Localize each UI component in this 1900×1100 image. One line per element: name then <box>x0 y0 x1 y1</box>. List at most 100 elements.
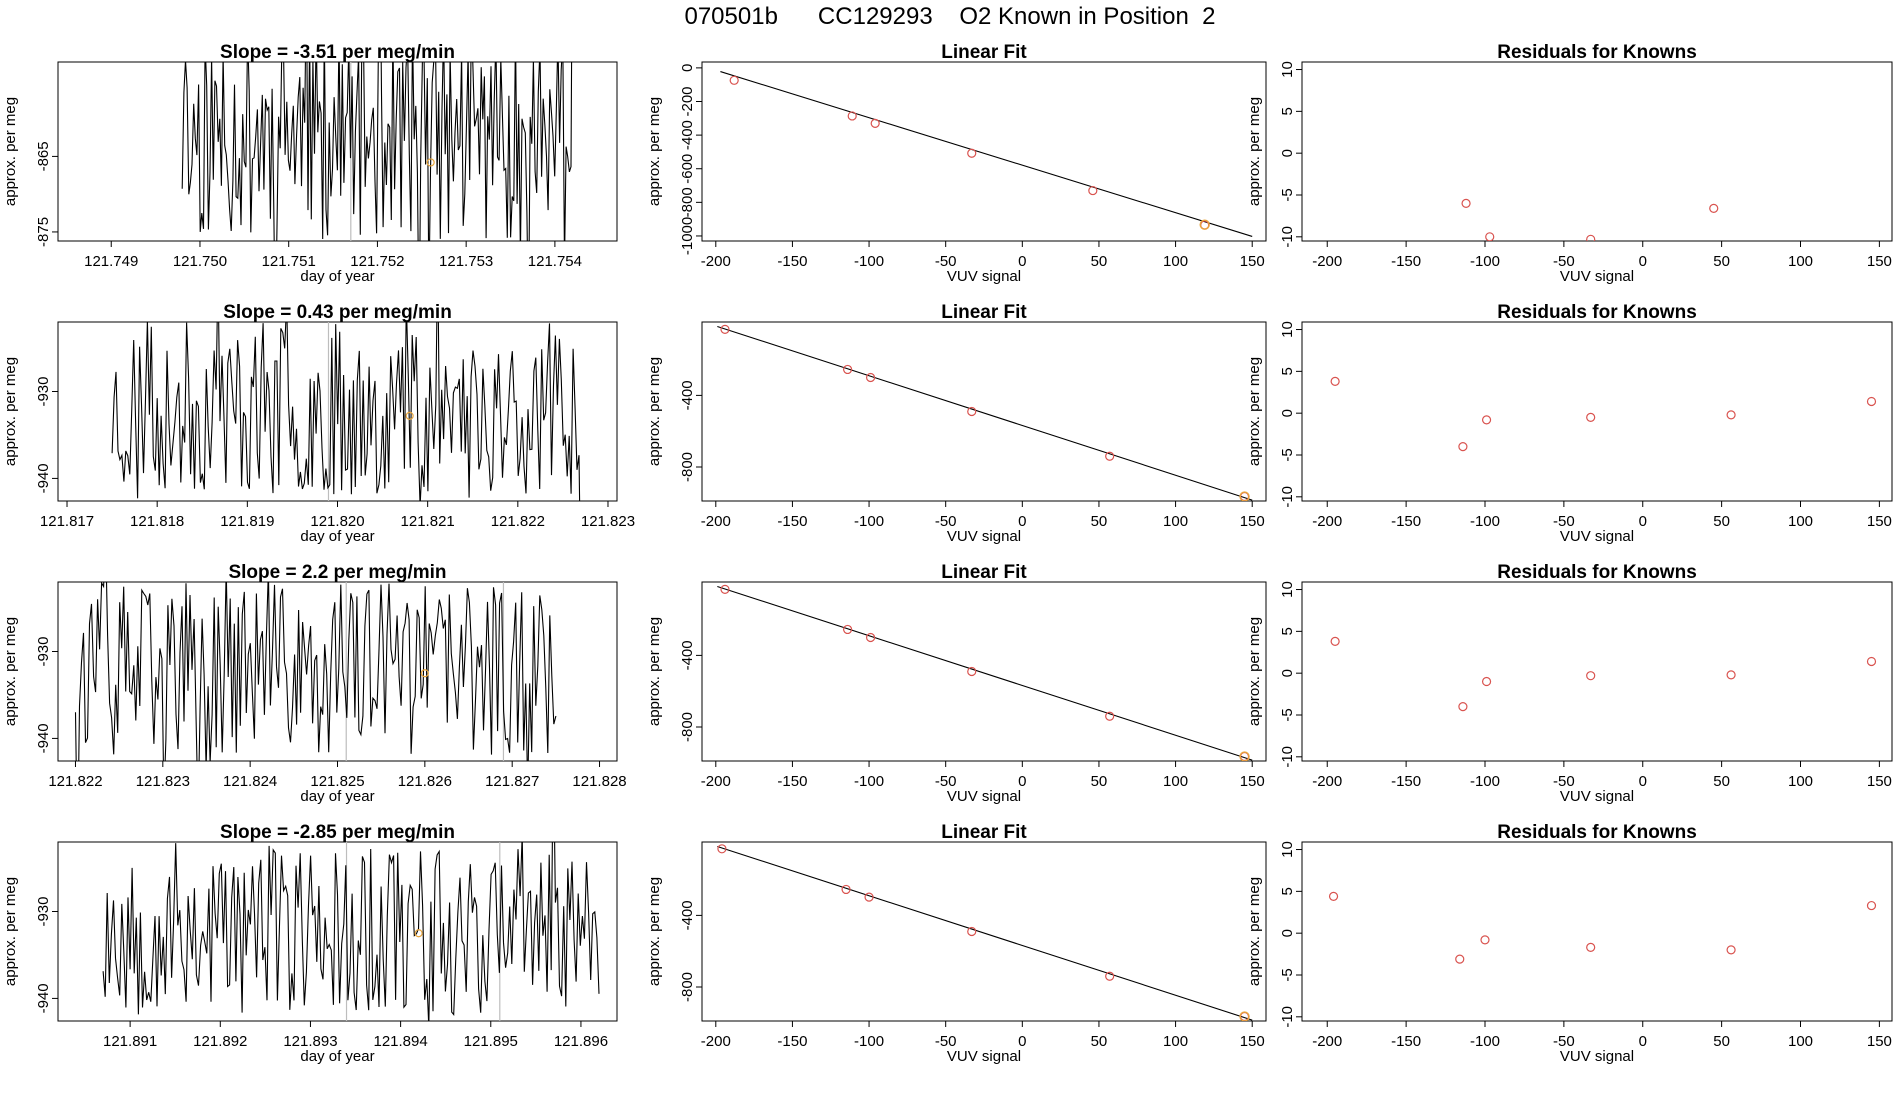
plot-area <box>181 62 573 241</box>
plot-title: Slope = 2.2 per meg/min <box>228 562 446 583</box>
plot-frame <box>701 581 1267 762</box>
y-tick-label: -400 <box>679 640 696 670</box>
x-tick-label: 100 <box>1788 513 1813 530</box>
x-axis-label: day of year <box>300 1048 374 1065</box>
highlight-point <box>1239 491 1250 501</box>
y-tick-label: -875 <box>35 217 52 247</box>
x-tick-label: 50 <box>1091 1033 1108 1050</box>
y-axis-label: approx. per meg <box>1246 877 1263 986</box>
known-point <box>729 75 739 85</box>
known-point <box>1105 711 1115 721</box>
x-tick-label: 0 <box>1018 253 1026 270</box>
x-tick-label: 121.823 <box>136 773 190 790</box>
plot-title: Slope = -2.85 per meg/min <box>220 822 455 843</box>
x-tick-label: 121.818 <box>130 513 184 530</box>
known-point <box>967 666 977 677</box>
x-tick-label: -100 <box>1470 513 1500 530</box>
plot-area <box>1330 636 1877 712</box>
x-tick-label: 0 <box>1018 513 1026 530</box>
x-tick-label: 121.749 <box>84 253 138 270</box>
x-tick-label: 150 <box>1240 253 1265 270</box>
x-axis-label: VUV signal <box>1560 528 1634 545</box>
x-tick-label: 121.751 <box>262 253 316 270</box>
x-tick-label: -200 <box>1312 253 1342 270</box>
plot-frame <box>1301 841 1893 1022</box>
plot-area <box>717 324 1253 501</box>
residual-point <box>1866 396 1877 407</box>
x-tick-label: 0 <box>1639 773 1647 790</box>
x-tick-label: 121.754 <box>528 253 582 270</box>
plot-frame <box>57 61 618 242</box>
known-point <box>841 884 851 895</box>
x-tick-label: 121.895 <box>464 1033 518 1050</box>
residual-point <box>1586 671 1596 681</box>
y-tick-label: -10 <box>1279 746 1296 768</box>
data-trace <box>102 842 600 1021</box>
y-tick-label: 5 <box>1279 627 1296 635</box>
panel-timeseries-row4: Slope = -2.85 per meg/min 121.891 121.892 1… <box>2 822 618 1065</box>
residual-point <box>1481 415 1492 425</box>
x-tick-label: -200 <box>1312 1033 1342 1050</box>
panel-linear_fit-row3: Linear Fit -200 -150 -100 -50 0 50 100 150 -400 -8… <box>646 562 1267 805</box>
x-axis-label: day of year <box>300 268 374 285</box>
x-axis-label: VUV signal <box>947 268 1021 285</box>
y-tick-label: -400 <box>679 900 696 930</box>
y-tick-label: -10 <box>1279 1006 1296 1028</box>
x-tick-label: 121.894 <box>373 1033 427 1050</box>
x-tick-label: -50 <box>1553 513 1575 530</box>
x-tick-label: 121.828 <box>572 773 626 790</box>
plot-title: Linear Fit <box>941 42 1027 63</box>
known-point <box>967 406 977 417</box>
x-tick-label: 121.823 <box>581 513 635 530</box>
residual-point <box>1330 636 1340 646</box>
x-tick-label: 150 <box>1240 1033 1265 1050</box>
x-tick-label: 50 <box>1713 1033 1730 1050</box>
plot-area <box>74 582 557 761</box>
x-tick-label: -50 <box>935 513 957 530</box>
x-tick-label: 0 <box>1639 253 1647 270</box>
data-trace <box>111 322 581 501</box>
plot-title: Slope = 0.43 per meg/min <box>223 302 452 323</box>
x-tick-label: 121.821 <box>401 513 455 530</box>
x-tick-label: 50 <box>1713 513 1730 530</box>
x-tick-label: 50 <box>1091 773 1108 790</box>
y-tick-label: -400 <box>679 120 696 150</box>
y-tick-label: -5 <box>1279 708 1296 721</box>
x-tick-label: -50 <box>1553 773 1575 790</box>
residual-point <box>1866 656 1877 667</box>
x-tick-label: 121.826 <box>398 773 452 790</box>
plot-frame <box>701 61 1267 242</box>
y-tick-label: 5 <box>1279 887 1296 895</box>
x-tick-label: -150 <box>777 1033 807 1050</box>
x-tick-label: 121.822 <box>491 513 545 530</box>
x-tick-label: 100 <box>1788 1033 1813 1050</box>
x-tick-label: -150 <box>777 773 807 790</box>
known-point <box>1105 971 1115 981</box>
highlight-point <box>426 158 435 167</box>
y-tick-label: -940 <box>35 983 52 1013</box>
fit-line <box>717 325 1253 501</box>
y-tick-label: -5 <box>1279 968 1296 981</box>
y-tick-label: 0 <box>1279 669 1296 677</box>
known-point <box>870 118 880 128</box>
known-point <box>847 111 857 121</box>
known-point <box>1088 185 1098 196</box>
y-axis-label: approx. per meg <box>2 97 19 206</box>
highlight-point <box>405 411 414 420</box>
y-tick-label: -200 <box>679 86 696 116</box>
x-tick-label: -50 <box>935 253 957 270</box>
plot-title: Linear Fit <box>941 302 1027 323</box>
highlight-point <box>420 669 429 678</box>
y-tick-label: -930 <box>35 376 52 406</box>
x-tick-label: 50 <box>1091 513 1108 530</box>
panel-timeseries-row2: Slope = 0.43 per meg/min 121.817 121.818 12… <box>2 302 635 545</box>
y-tick-label: -800 <box>679 972 696 1002</box>
known-point <box>967 926 977 937</box>
x-tick-label: 100 <box>1788 773 1813 790</box>
x-tick-label: -150 <box>777 253 807 270</box>
x-tick-label: -100 <box>1470 773 1500 790</box>
residual-point <box>1726 410 1736 420</box>
x-tick-label: -150 <box>1391 1033 1421 1050</box>
plot-frame <box>701 321 1267 502</box>
known-point <box>865 372 876 383</box>
